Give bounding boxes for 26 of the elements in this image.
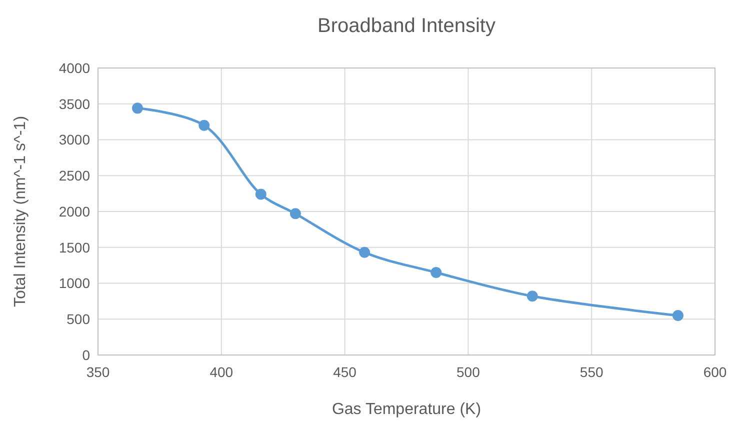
chart-title: Broadband Intensity [318,15,496,37]
point [359,246,370,258]
y-axis-title: Total Intensity (nm^-1 s^-1) [12,116,29,308]
y-tick-label: 500 [66,311,90,328]
y-tick-label: 3500 [58,96,90,112]
x-tick-label: 600 [703,364,727,380]
x-tick-label: 550 [580,364,604,380]
point [198,120,210,131]
y-tick-label: 3000 [58,132,90,148]
x-tick-label: 500 [456,364,480,380]
y-tick-label: 0 [82,346,90,363]
point [255,188,266,200]
point [430,266,442,278]
x-tick-label: 400 [210,364,234,380]
y-tick-label: 2000 [58,203,90,220]
point [672,310,684,322]
x-axis-title: Gas Temperature (K) [332,401,482,418]
y-tick-label: 1000 [58,275,90,292]
y-tick-label: 4000 [58,60,90,76]
point [290,208,301,220]
x-tick-label: 450 [333,364,357,380]
point [526,290,538,302]
y-tick-label: 1500 [58,239,90,256]
y-tick-label: 2500 [58,168,90,184]
x-tick-label: 350 [86,364,110,380]
point [132,102,143,114]
